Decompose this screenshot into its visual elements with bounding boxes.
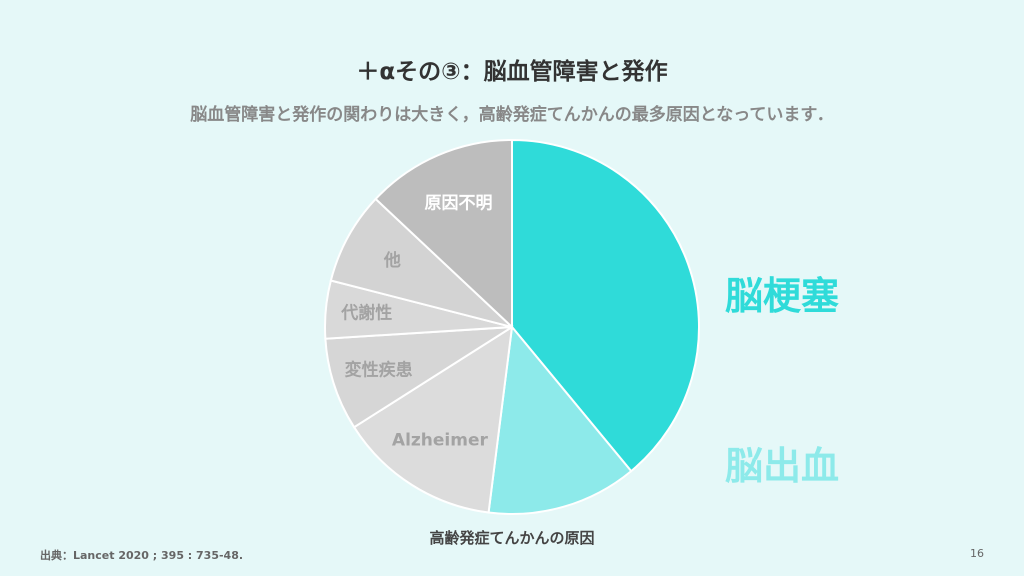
slice-label-4: 代謝性 — [340, 302, 392, 323]
slice-label-3: 変性疾患 — [345, 359, 413, 380]
slide-title: ＋αその③：脳血管障害と発作 — [356, 59, 668, 85]
pie-slice-0 — [511, 138, 700, 473]
pie-slice-5 — [329, 197, 513, 328]
slide-subtitle: 脳血管障害と発作の関わりは大きく，高齢発症てんかんの最多原因となっています． — [190, 105, 834, 125]
slice-label-0: 脳梗塞 — [725, 274, 839, 318]
page-number: 16 — [970, 547, 984, 560]
pie-slice-2 — [352, 325, 514, 514]
pie-slice-1 — [487, 324, 633, 515]
slice-label-2: Alzheimer — [392, 431, 489, 451]
slice-label-1: 脳出血 — [725, 444, 839, 488]
pie-slice-6 — [374, 138, 513, 330]
pie-slice-3 — [324, 326, 513, 429]
chart-caption: 高齢発症てんかんの原因 — [429, 529, 595, 547]
slice-label-5: 他 — [383, 250, 401, 271]
slice-label-6: 原因不明 — [425, 193, 493, 213]
source-citation: 出典：Lancet 2020 ; 395 : 735-48. — [40, 549, 244, 562]
